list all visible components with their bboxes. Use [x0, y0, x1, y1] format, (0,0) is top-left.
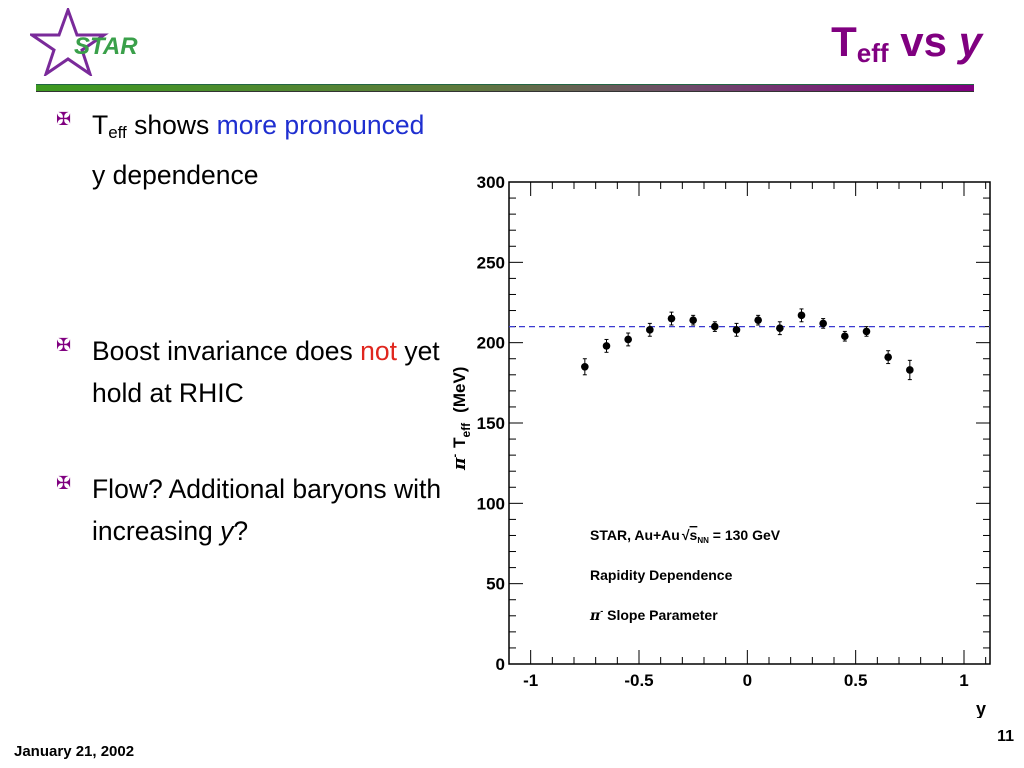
- star-logo: STAR: [30, 8, 138, 76]
- footer-date: January 21, 2002: [14, 743, 135, 760]
- svg-text:π-Teff(MeV): π-Teff(MeV): [449, 367, 473, 471]
- y-tick-label: 50: [486, 575, 505, 594]
- x-tick-label: 0.5: [844, 671, 868, 690]
- bullet-text: Teff shows more pronounced y dependence: [92, 110, 425, 190]
- data-point: [884, 353, 892, 361]
- title-divider: [36, 84, 974, 92]
- star-icon: [30, 8, 109, 76]
- data-point: [646, 326, 654, 334]
- data-point: [776, 324, 784, 333]
- x-tick-label: 1: [959, 671, 968, 690]
- y-tick-label: 300: [477, 173, 505, 192]
- data-point: [797, 311, 806, 320]
- data-point: [711, 322, 719, 331]
- annotation-line-2: Rapidity Dependence: [590, 567, 733, 583]
- data-point: [581, 362, 589, 371]
- bullet-cross-icon: ✠: [56, 109, 72, 129]
- data-point: [754, 316, 762, 324]
- y-tick-label: 250: [477, 253, 505, 272]
- teff-vs-y-plot: 0 50 100 150 200 250 300 -1 -0.5 0 0.5 1 π-Teff(MeV…: [443, 170, 995, 719]
- y-axis-label: π-Teff(MeV): [449, 367, 473, 471]
- data-point: [841, 332, 849, 341]
- bullet-cross-icon: ✠: [56, 335, 72, 355]
- bullet-text: Flow? Additional baryons with increasing…: [92, 474, 442, 546]
- data-point: [732, 326, 741, 334]
- x-tick-label: -1: [523, 671, 538, 690]
- data-point: [906, 366, 914, 374]
- annotation-line-1: STAR, Au+Au √sNN = 130 GeV: [590, 527, 781, 545]
- x-axis-label: y: [976, 699, 986, 718]
- slide-title: Teff vs y: [831, 18, 982, 68]
- y-tick-label: 100: [477, 494, 505, 513]
- x-tick-label: 0: [743, 671, 752, 690]
- bullet-cross-icon: ✠: [56, 473, 72, 493]
- data-point: [602, 342, 611, 350]
- bullet-text: Boost invariance does not yet hold at RH…: [92, 336, 440, 408]
- y-tick-label: 150: [477, 414, 505, 433]
- y-tick-label: 0: [496, 655, 505, 674]
- page-number: 11: [997, 728, 1014, 745]
- x-tick-label: -0.5: [624, 671, 653, 690]
- logo-text: STAR: [74, 33, 138, 60]
- data-point: [862, 327, 871, 336]
- data-point: [624, 335, 632, 344]
- data-point: [667, 314, 676, 323]
- data-point: [689, 316, 697, 324]
- data-point: [819, 319, 827, 328]
- annotation-line-3: π- Slope Parameter: [589, 606, 718, 624]
- y-tick-label: 200: [477, 334, 505, 353]
- chart-svg: 0 50 100 150 200 250 300 -1 -0.5 0 0.5 1 π-Teff(MeV…: [443, 170, 995, 719]
